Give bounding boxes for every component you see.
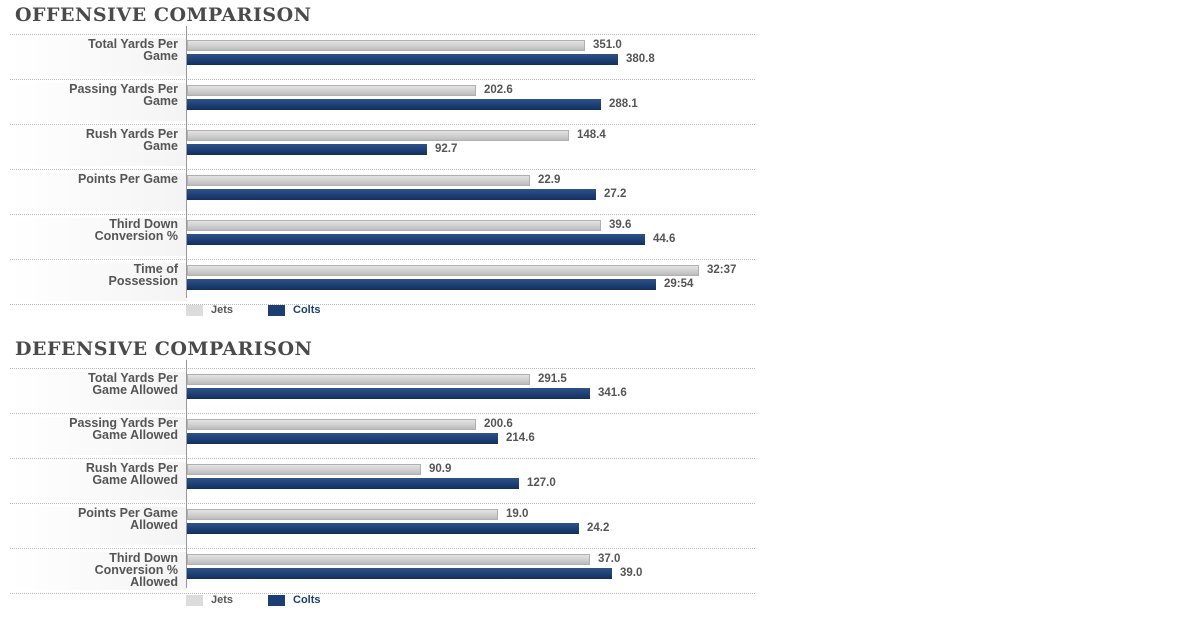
category-label: Total Yards Per Game Allowed xyxy=(10,372,187,410)
colts-bar xyxy=(187,568,612,579)
colts-value-label: 92.7 xyxy=(435,143,458,155)
chart-row: Third Down Conversion % Allowed 37.0 39.0 xyxy=(10,549,755,594)
chart-title: OFFENSIVE COMPARISON xyxy=(15,4,312,26)
jets-bar xyxy=(187,554,590,565)
legend-label-jets: Jets xyxy=(211,304,234,317)
legend-swatch-jets xyxy=(186,304,203,316)
jets-bar xyxy=(187,85,476,96)
jets-bar xyxy=(187,220,601,231)
category-label: Passing Yards Per Game Allowed xyxy=(10,417,187,455)
category-label: Third Down Conversion % xyxy=(10,218,187,256)
colts-value-label: 27.2 xyxy=(604,188,627,200)
colts-bar xyxy=(187,99,601,110)
category-label: Time of Possession xyxy=(10,263,187,301)
legend-item-jets: Jets xyxy=(186,304,233,316)
jets-value-label: 19.0 xyxy=(506,508,529,520)
category-label: Rush Yards Per Game Allowed xyxy=(10,462,187,500)
category-label: Passing Yards Per Game xyxy=(10,83,187,121)
colts-bar xyxy=(187,523,579,534)
legend-item-colts: Colts xyxy=(268,304,321,316)
legend-label-jets: Jets xyxy=(211,594,234,607)
jets-value-label: 32:37 xyxy=(707,264,737,276)
colts-value-label: 127.0 xyxy=(527,477,556,489)
colts-bar xyxy=(187,234,645,245)
chart-row: Points Per Game 22.9 27.2 xyxy=(10,170,755,215)
colts-bar xyxy=(187,433,498,444)
jets-value-label: 148.4 xyxy=(577,129,606,141)
jets-bar xyxy=(187,464,421,475)
colts-bar xyxy=(187,189,596,200)
chart-title: DEFENSIVE COMPARISON xyxy=(15,338,313,360)
legend-label-colts: Colts xyxy=(293,304,321,317)
legend-swatch-jets xyxy=(186,594,203,606)
chart-row: Passing Yards Per Game Allowed 200.6 214.6 xyxy=(10,414,755,459)
colts-bar xyxy=(187,279,656,290)
jets-bar xyxy=(187,175,530,186)
chart-row: Rush Yards Per Game 148.4 92.7 xyxy=(10,125,755,170)
chart-rows: Total Yards Per Game Allowed 291.5 341.6 Pa… xyxy=(10,360,755,606)
category-label: Points Per Game Allowed xyxy=(10,507,187,545)
legend-item-colts: Colts xyxy=(268,594,321,606)
colts-bar xyxy=(187,54,618,65)
legend-item-jets: Jets xyxy=(186,594,233,606)
jets-value-label: 90.9 xyxy=(429,463,452,475)
chart-row: Total Yards Per Game Allowed 291.5 341.6 xyxy=(10,368,755,414)
colts-value-label: 288.1 xyxy=(609,98,638,110)
colts-bar xyxy=(187,478,519,489)
chart-row: Total Yards Per Game 351.0 380.8 xyxy=(10,34,755,80)
jets-value-label: 291.5 xyxy=(538,373,567,385)
jets-bar xyxy=(187,419,476,430)
chart-row: Rush Yards Per Game Allowed 90.9 127.0 xyxy=(10,459,755,504)
colts-value-label: 214.6 xyxy=(506,432,535,444)
colts-bar xyxy=(187,388,590,399)
chart-row: Third Down Conversion % 39.6 44.6 xyxy=(10,215,755,260)
category-label: Rush Yards Per Game xyxy=(10,128,187,166)
colts-value-label: 44.6 xyxy=(653,233,676,245)
jets-value-label: 22.9 xyxy=(538,174,561,186)
jets-bar xyxy=(187,374,530,385)
colts-bar xyxy=(187,144,427,155)
chart-row: Passing Yards Per Game 202.6 288.1 xyxy=(10,80,755,125)
y-axis-line xyxy=(186,26,187,298)
jets-value-label: 202.6 xyxy=(484,84,513,96)
legend-label-colts: Colts xyxy=(293,594,321,607)
category-label: Third Down Conversion % Allowed xyxy=(10,552,187,590)
jets-bar xyxy=(187,509,498,520)
legend-swatch-colts xyxy=(268,304,285,316)
category-label: Points Per Game xyxy=(10,173,187,211)
colts-value-label: 29:54 xyxy=(664,278,694,290)
jets-bar xyxy=(187,130,569,141)
jets-bar xyxy=(187,40,585,51)
y-axis-line xyxy=(186,360,187,588)
chart-rows: Total Yards Per Game 351.0 380.8 Passing Ya… xyxy=(10,26,755,316)
jets-value-label: 39.6 xyxy=(609,219,632,231)
chart-row: Points Per Game Allowed 19.0 24.2 xyxy=(10,504,755,549)
colts-value-label: 39.0 xyxy=(620,567,643,579)
jets-value-label: 351.0 xyxy=(593,39,622,51)
category-label: Total Yards Per Game xyxy=(10,38,187,76)
jets-value-label: 200.6 xyxy=(484,418,513,430)
colts-value-label: 24.2 xyxy=(587,522,610,534)
chart-row: Time of Possession 32:37 29:54 xyxy=(10,260,755,305)
jets-value-label: 37.0 xyxy=(598,553,621,565)
colts-value-label: 380.8 xyxy=(626,53,655,65)
jets-bar xyxy=(187,265,699,276)
legend-swatch-colts xyxy=(268,594,285,606)
colts-value-label: 341.6 xyxy=(598,387,627,399)
